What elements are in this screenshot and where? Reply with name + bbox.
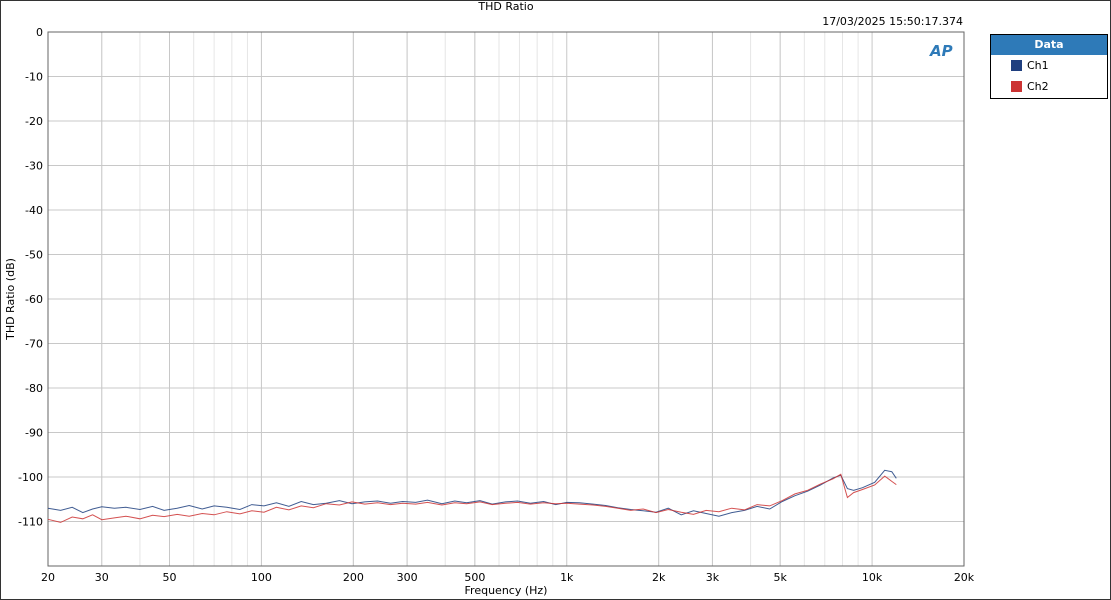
x-tick-label: 10k — [862, 571, 883, 584]
plot-border — [47, 31, 965, 567]
legend-item-ch2[interactable]: Ch2 — [991, 76, 1107, 97]
y-tick-label: -110 — [18, 516, 43, 529]
legend: Data Ch1 Ch2 — [990, 34, 1108, 99]
y-tick-label: -100 — [18, 471, 43, 484]
series-line-ch2 — [47, 473, 897, 523]
x-tick-label: 500 — [464, 571, 485, 584]
x-tick-label: 30 — [95, 571, 109, 584]
ap-logo: AP — [929, 42, 953, 60]
timestamp: 17/03/2025 15:50:17.374 — [822, 15, 963, 28]
y-tick-label: -80 — [25, 382, 43, 395]
y-tick-label: -90 — [25, 427, 43, 440]
y-tick-label: -40 — [25, 204, 43, 217]
x-tick-label: 20k — [954, 571, 975, 584]
legend-label: Ch1 — [1027, 59, 1049, 72]
x-tick-label: 1k — [560, 571, 574, 584]
x-tick-label: 20 — [41, 571, 55, 584]
chart-title: THD Ratio — [478, 0, 534, 13]
x-tick-label: 100 — [251, 571, 272, 584]
x-axis-label: Frequency (Hz) — [465, 584, 548, 597]
legend-item-ch1[interactable]: Ch1 — [991, 55, 1107, 76]
y-tick-label: -70 — [25, 338, 43, 351]
series-line-ch1 — [47, 469, 897, 517]
x-tick-label: 50 — [163, 571, 177, 584]
legend-swatch — [1011, 81, 1022, 92]
y-tick-label: -50 — [25, 249, 43, 262]
y-tick-label: -10 — [25, 71, 43, 84]
legend-title: Data — [991, 35, 1107, 55]
y-tick-label: -30 — [25, 160, 43, 173]
legend-swatch — [1011, 60, 1022, 71]
y-axis-label: THD Ratio (dB) — [4, 258, 17, 341]
x-tick-label: 2k — [652, 571, 666, 584]
y-tick-label: 0 — [36, 26, 43, 39]
y-tick-label: -60 — [25, 293, 43, 306]
x-tick-label: 5k — [773, 571, 787, 584]
legend-label: Ch2 — [1027, 80, 1049, 93]
y-tick-label: -20 — [25, 115, 43, 128]
x-tick-label: 300 — [397, 571, 418, 584]
x-tick-label: 3k — [706, 571, 720, 584]
x-tick-label: 200 — [343, 571, 364, 584]
